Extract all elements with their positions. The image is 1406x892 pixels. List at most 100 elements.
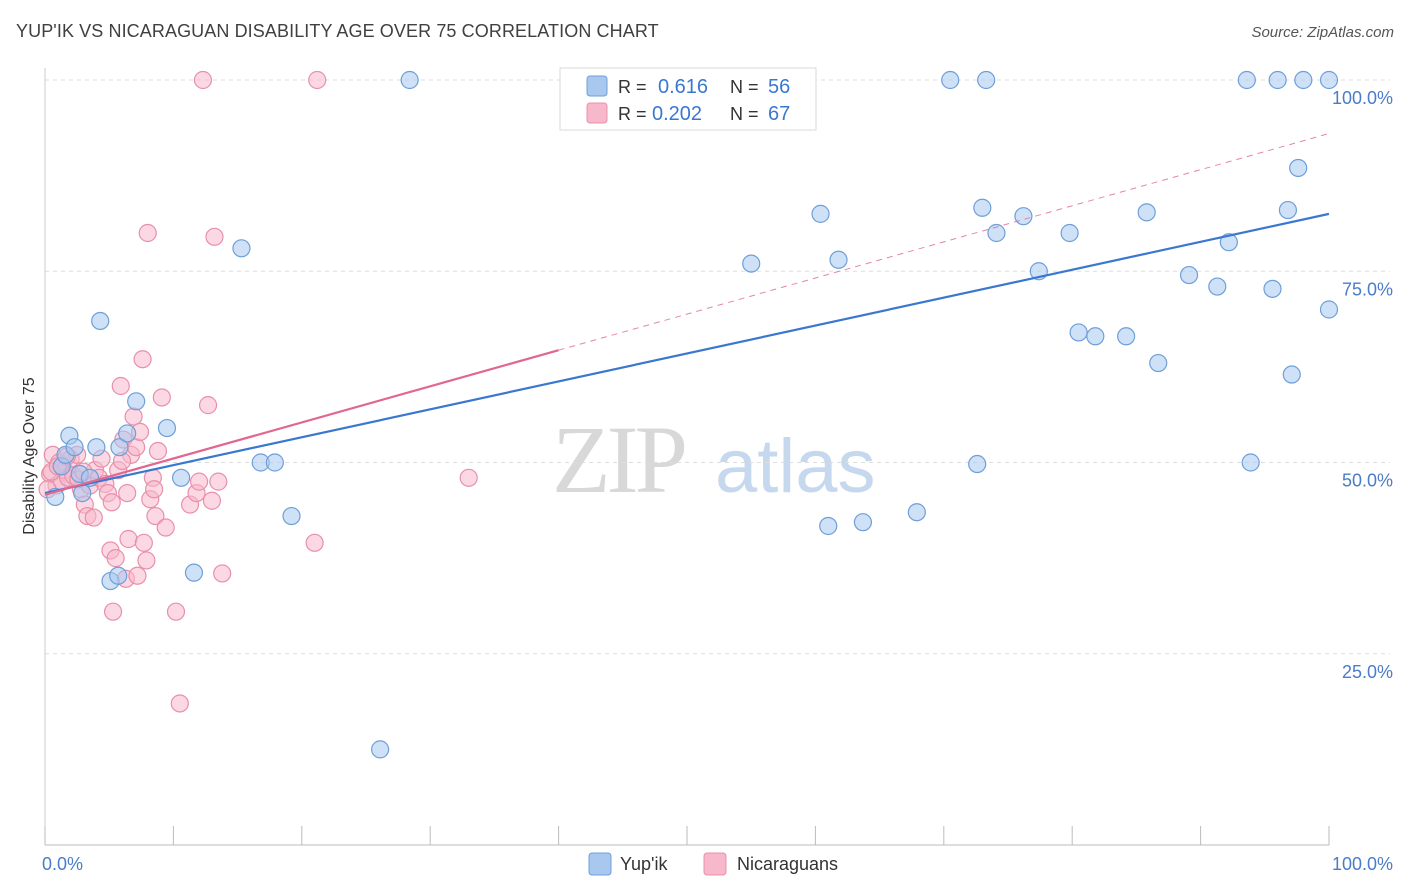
- yupik-point-45: [1208, 277, 1227, 296]
- yupik-point-42: [1137, 203, 1156, 222]
- yupik-point-17: [184, 563, 204, 582]
- nica-point-41: [145, 480, 164, 499]
- yupik-point-16: [172, 468, 191, 487]
- watermark-atlas: atlas: [715, 424, 876, 509]
- yupik-point-55: [1319, 70, 1339, 90]
- legend-label-nica: Nicaraguans: [737, 854, 838, 874]
- yupik-point-48: [1241, 453, 1260, 472]
- yupik-point-9: [91, 311, 110, 331]
- yupik-point-15: [157, 418, 177, 438]
- yupik-point-34: [973, 198, 992, 217]
- nica-point-38: [138, 223, 157, 243]
- chart-title: YUP'IK VS NICARAGUAN DISABILITY AGE OVER…: [16, 21, 659, 41]
- nica-point-43: [148, 441, 168, 461]
- yupik-point-14: [127, 392, 146, 411]
- nica-point-29: [119, 529, 138, 549]
- legend-swatch-nica: [703, 852, 727, 876]
- yupik-point-27: [819, 516, 838, 536]
- yupik-point-51: [1278, 200, 1298, 220]
- yupik-point-54: [1294, 70, 1313, 90]
- yupik-point-41: [1117, 327, 1136, 346]
- stats-r-value-yupik: 0.616: [658, 76, 708, 98]
- yupik-point-20: [265, 453, 284, 472]
- yupik-point-43: [1149, 353, 1168, 373]
- y-tick-label-0: 25.0%: [1342, 662, 1393, 682]
- yupik-point-46: [1219, 233, 1238, 252]
- yupik-point-35: [987, 223, 1006, 243]
- nica-point-14: [84, 508, 103, 527]
- yupik-point-53: [1289, 158, 1308, 178]
- tick-labels: 25.0% 50.0% 75.0% 100.0% 0.0% 100.0%: [42, 88, 1393, 874]
- nica-point-45: [156, 518, 175, 537]
- yupik-point-44: [1179, 265, 1199, 285]
- nica-point-35: [133, 350, 152, 369]
- yupik-point-12: [110, 438, 129, 457]
- nica-point-53: [205, 227, 224, 246]
- nica-trend-extension: [558, 133, 1330, 351]
- y-tick-label-1: 50.0%: [1342, 471, 1393, 491]
- yupik-point-38: [1060, 223, 1079, 243]
- legend-label-yupik: Yup'ik: [620, 854, 668, 874]
- yupik-point-31: [941, 70, 960, 90]
- nica-point-47: [170, 694, 189, 713]
- stats-row-yupik: R = 0.616 N = 56: [586, 75, 790, 98]
- nica-point-57: [308, 70, 327, 90]
- nica-trend-line: [44, 349, 559, 496]
- stats-n-value-yupik: 56: [768, 76, 790, 98]
- yupik-point-21: [282, 506, 301, 526]
- stats-n-label-yupik: N =: [730, 77, 759, 97]
- yupik-point-28: [829, 250, 848, 269]
- stats-r-value-nica: 0.202: [652, 103, 702, 125]
- nica-point-37: [137, 551, 156, 570]
- yupik-point-49: [1263, 279, 1282, 298]
- stats-swatch-yupik: [586, 75, 608, 97]
- yupik-point-8: [87, 438, 106, 457]
- stats-r-label-nica: R =: [618, 104, 647, 124]
- nica-point-58: [305, 533, 324, 552]
- yupik-point-56: [1319, 300, 1339, 319]
- yupik-point-4: [65, 438, 84, 457]
- nica-point-23: [106, 549, 125, 568]
- nica-point-42: [146, 506, 165, 526]
- bottom-legend: Yup'ik Nicaraguans: [588, 852, 838, 876]
- stats-n-label-nica: N =: [730, 104, 759, 124]
- y-tick-label-2: 75.0%: [1342, 279, 1393, 299]
- yupik-point-32: [968, 454, 987, 474]
- stats-swatch-nica: [586, 102, 608, 124]
- watermark-zip: ZIP: [552, 406, 685, 513]
- nica-point-31: [124, 407, 143, 426]
- nica-point-33: [128, 566, 147, 585]
- yupik-point-47: [1237, 70, 1256, 90]
- yupik-point-23: [400, 70, 419, 90]
- x-tick-label-1: 100.0%: [1332, 854, 1393, 874]
- nica-point-28: [118, 484, 137, 503]
- yupik-point-30: [907, 503, 926, 522]
- stats-row-nica: R = 0.202 N = 67: [586, 102, 790, 125]
- yupik-point-40: [1086, 327, 1105, 346]
- yupik-point-18: [232, 239, 251, 258]
- source-credit: Source: ZipAtlas.com: [1251, 24, 1394, 41]
- nica-point-22: [103, 602, 123, 621]
- yupik-point-25: [742, 254, 761, 273]
- stats-legend: R = 0.616 N = 56 R = 0.202 N = 67: [559, 67, 817, 131]
- yupik-point-50: [1268, 70, 1287, 90]
- nica-point-59: [459, 468, 478, 487]
- trend-lines: [44, 133, 1330, 496]
- yupik-trend-line: [44, 212, 1330, 495]
- nica-point-46: [166, 602, 186, 621]
- yupik-point-33: [977, 70, 996, 90]
- nica-point-44: [152, 388, 171, 407]
- y-axis-label: Disability Age Over 75: [21, 377, 38, 535]
- yupik-points: [46, 70, 1339, 759]
- nica-point-54: [209, 472, 228, 491]
- x-tick-label-0: 0.0%: [42, 854, 83, 874]
- nica-point-36: [134, 533, 153, 552]
- nica-point-51: [193, 70, 213, 90]
- yupik-point-39: [1069, 323, 1088, 342]
- grid-lines: [45, 79, 1390, 655]
- nica-point-21: [102, 493, 121, 512]
- yupik-point-52: [1282, 365, 1301, 384]
- legend-swatch-yupik: [588, 852, 612, 876]
- y-tick-label-3: 100.0%: [1332, 88, 1393, 108]
